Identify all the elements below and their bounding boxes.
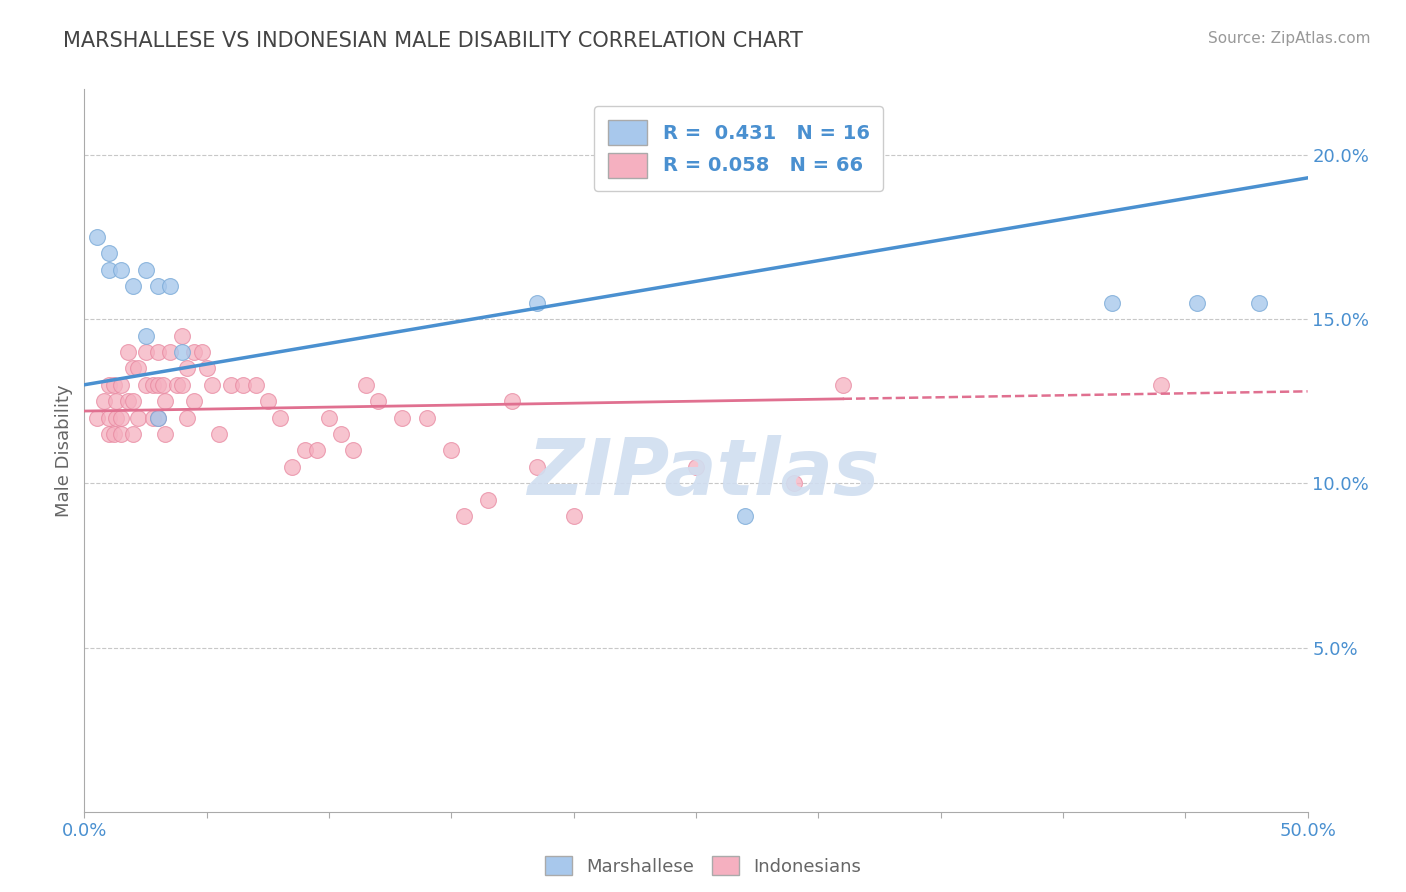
Point [142,410,165,425]
Point [122,427,145,442]
Point [166,377,188,392]
Point [122,394,145,409]
Point [159,279,181,293]
Text: MARSHALLESE VS INDONESIAN MALE DISABILITY CORRELATION CHART: MARSHALLESE VS INDONESIAN MALE DISABILIT… [63,31,803,51]
Point [526,295,548,310]
Point [1247,295,1270,310]
Point [354,377,377,392]
Point [440,443,463,458]
Point [146,410,169,425]
Point [208,427,231,442]
Point [159,345,181,359]
Point [103,427,125,442]
Point [1101,295,1123,310]
Point [153,427,176,442]
Legend: Marshallese, Indonesians: Marshallese, Indonesians [537,849,869,883]
Point [146,279,169,293]
Point [200,377,222,392]
Point [367,394,389,409]
Point [562,509,585,524]
Point [269,410,291,425]
Point [183,394,205,409]
Point [453,509,475,524]
Point [477,492,499,507]
Text: Source: ZipAtlas.com: Source: ZipAtlas.com [1208,31,1371,46]
Point [105,410,128,425]
Point [232,377,254,392]
Point [103,377,125,392]
Point [783,476,806,491]
Point [330,427,353,442]
Point [219,377,242,392]
Y-axis label: Male Disability: Male Disability [55,384,73,516]
Point [122,361,145,376]
Point [146,377,169,392]
Point [176,410,198,425]
Point [97,377,120,392]
Point [97,410,120,425]
Point [195,361,218,376]
Point [110,262,132,277]
Point [93,394,115,409]
Point [183,345,205,359]
Point [172,328,194,343]
Point [342,443,364,458]
Point [142,377,165,392]
Point [257,394,280,409]
Point [172,345,194,359]
Legend: R =  0.431   N = 16, R = 0.058   N = 66: R = 0.431 N = 16, R = 0.058 N = 66 [595,106,883,191]
Point [152,377,174,392]
Point [191,345,214,359]
Point [1150,377,1173,392]
Point [146,410,169,425]
Point [305,443,328,458]
Point [105,394,128,409]
Point [135,377,157,392]
Point [117,394,139,409]
Point [416,410,439,425]
Point [97,246,120,260]
Point [153,394,176,409]
Point [110,377,132,392]
Point [135,262,157,277]
Point [685,459,707,474]
Point [110,410,132,425]
Text: ZIPatlas: ZIPatlas [527,434,879,511]
Point [318,410,340,425]
Point [502,394,524,409]
Point [122,279,145,293]
Point [176,361,198,376]
Point [245,377,267,392]
Point [86,230,108,244]
Point [294,443,316,458]
Point [281,459,304,474]
Point [127,410,149,425]
Point [391,410,413,425]
Point [86,410,108,425]
Point [172,377,194,392]
Point [526,459,548,474]
Point [734,509,756,524]
Point [135,345,157,359]
Point [1187,295,1209,310]
Point [97,427,120,442]
Point [117,345,139,359]
Point [135,328,157,343]
Point [146,345,169,359]
Point [97,262,120,277]
Point [127,361,149,376]
Point [831,377,853,392]
Point [110,427,132,442]
